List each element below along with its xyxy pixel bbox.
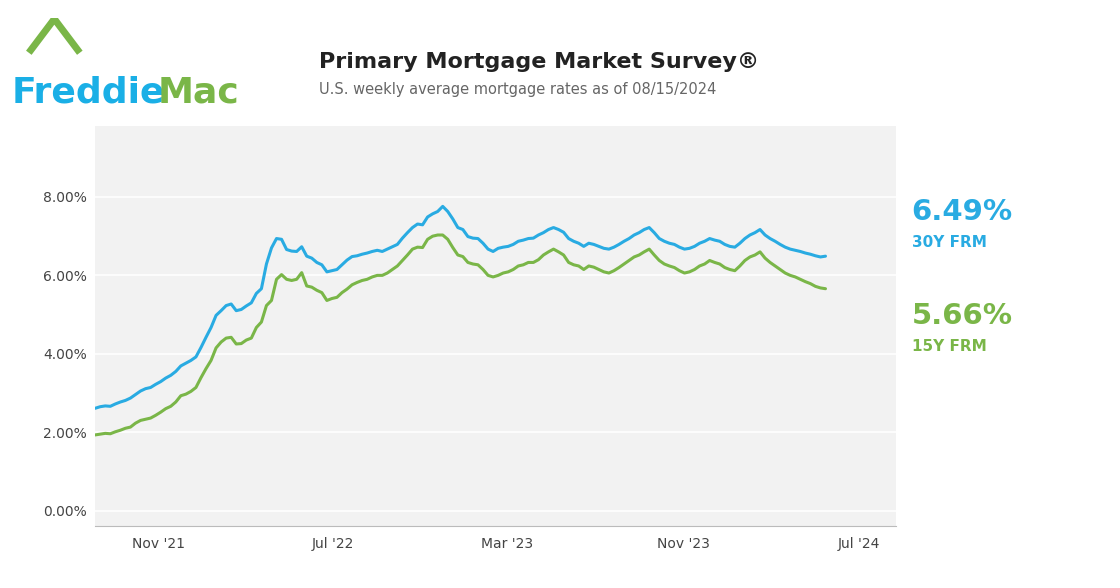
Text: U.S. weekly average mortgage rates as of 08/15/2024: U.S. weekly average mortgage rates as of… [319, 82, 717, 97]
Text: Primary Mortgage Market Survey®: Primary Mortgage Market Survey® [319, 52, 759, 72]
Text: 30Y FRM: 30Y FRM [912, 235, 987, 250]
Text: 6.49%: 6.49% [912, 198, 1012, 226]
Text: Freddie: Freddie [11, 76, 165, 110]
Text: 5.66%: 5.66% [912, 302, 1012, 330]
Text: 15Y FRM: 15Y FRM [912, 339, 987, 355]
Text: Mac: Mac [158, 76, 240, 110]
